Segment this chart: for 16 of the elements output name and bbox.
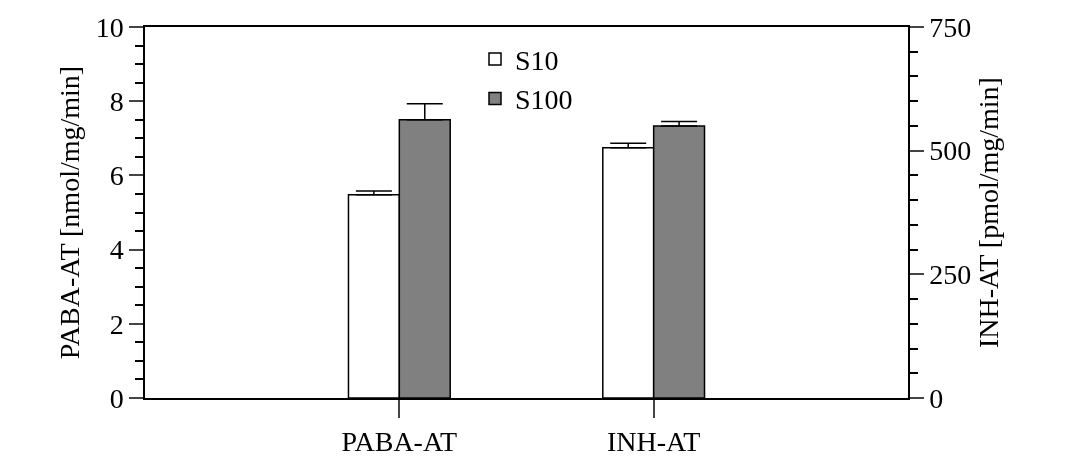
y-axis-title: PABA-AT [nmol/mg/min] — [53, 65, 85, 360]
y-tick-label: 4 — [109, 234, 124, 266]
x-tick-label: INH-AT — [607, 426, 701, 458]
y2-tick-label: 750 — [929, 11, 972, 43]
legend-label: S100 — [515, 84, 573, 116]
y-tick-label: 6 — [109, 160, 124, 192]
legend-label: S10 — [515, 45, 559, 77]
y-tick-label: 10 — [95, 11, 124, 43]
y2-axis-title: INH-AT [pmol/mg/min] — [972, 77, 1004, 348]
y2-tick-label: 250 — [929, 259, 972, 291]
y-tick-label: 8 — [109, 86, 124, 117]
y-tick-label: 2 — [109, 308, 124, 340]
y2-tick-label: 500 — [929, 135, 972, 167]
y-tick-label: 0 — [109, 382, 124, 414]
x-tick-label: PABA-AT — [341, 426, 458, 458]
y2-tick-label: 0 — [929, 382, 944, 414]
